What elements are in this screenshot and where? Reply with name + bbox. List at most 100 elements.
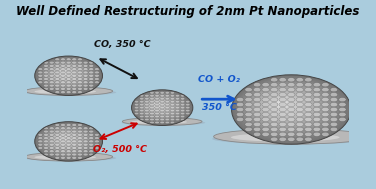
Circle shape: [321, 102, 329, 107]
Circle shape: [89, 146, 94, 149]
Circle shape: [270, 92, 278, 97]
Circle shape: [321, 97, 329, 102]
Circle shape: [77, 61, 82, 64]
Circle shape: [147, 99, 171, 113]
Circle shape: [83, 146, 88, 149]
Circle shape: [49, 150, 54, 153]
Circle shape: [83, 153, 88, 156]
Circle shape: [313, 92, 321, 97]
Circle shape: [44, 150, 49, 153]
Circle shape: [288, 77, 295, 82]
Circle shape: [55, 127, 60, 130]
Circle shape: [44, 71, 49, 74]
Circle shape: [66, 130, 71, 133]
Circle shape: [55, 74, 60, 77]
Circle shape: [143, 97, 176, 116]
Circle shape: [49, 88, 54, 90]
Circle shape: [66, 150, 71, 153]
Circle shape: [94, 68, 99, 71]
Circle shape: [279, 112, 287, 117]
Circle shape: [270, 97, 278, 102]
Circle shape: [262, 83, 270, 87]
Circle shape: [55, 81, 60, 84]
Circle shape: [66, 77, 71, 81]
Circle shape: [330, 102, 338, 107]
Circle shape: [151, 101, 165, 109]
Circle shape: [305, 132, 312, 136]
Circle shape: [175, 97, 180, 100]
Circle shape: [270, 107, 278, 112]
Circle shape: [49, 140, 54, 143]
Circle shape: [175, 115, 180, 118]
Circle shape: [288, 97, 295, 102]
Circle shape: [245, 88, 252, 92]
Circle shape: [77, 156, 82, 159]
Circle shape: [279, 102, 287, 107]
Ellipse shape: [121, 120, 205, 125]
Circle shape: [49, 64, 82, 84]
Circle shape: [72, 140, 77, 143]
Circle shape: [89, 153, 94, 156]
Circle shape: [48, 64, 84, 85]
Ellipse shape: [212, 133, 375, 144]
Circle shape: [56, 68, 72, 78]
Circle shape: [44, 61, 89, 88]
Circle shape: [55, 143, 60, 146]
Circle shape: [72, 77, 77, 81]
Circle shape: [134, 109, 139, 112]
Circle shape: [66, 156, 71, 159]
Circle shape: [94, 143, 99, 146]
Circle shape: [145, 98, 174, 114]
Circle shape: [180, 100, 185, 103]
Circle shape: [66, 84, 71, 87]
Circle shape: [277, 101, 285, 106]
Circle shape: [262, 127, 270, 132]
Circle shape: [44, 68, 49, 71]
Circle shape: [165, 121, 170, 124]
Circle shape: [55, 91, 60, 94]
Circle shape: [245, 82, 332, 133]
Circle shape: [330, 127, 338, 132]
Circle shape: [150, 100, 154, 103]
Circle shape: [72, 143, 77, 146]
Circle shape: [262, 92, 270, 97]
Circle shape: [270, 77, 278, 82]
Circle shape: [66, 127, 71, 130]
Circle shape: [72, 68, 77, 71]
Circle shape: [89, 143, 94, 146]
Circle shape: [132, 90, 192, 125]
Circle shape: [241, 81, 337, 136]
Circle shape: [253, 83, 261, 87]
Circle shape: [83, 137, 88, 139]
Circle shape: [39, 124, 96, 157]
Circle shape: [62, 137, 64, 139]
Circle shape: [313, 127, 321, 132]
Circle shape: [145, 112, 149, 115]
Circle shape: [313, 102, 321, 107]
Circle shape: [66, 74, 71, 77]
Circle shape: [279, 132, 287, 136]
Circle shape: [160, 115, 164, 118]
Circle shape: [175, 106, 180, 109]
Circle shape: [313, 122, 321, 127]
Circle shape: [170, 103, 175, 106]
Circle shape: [38, 146, 43, 149]
Circle shape: [279, 97, 287, 102]
Circle shape: [155, 118, 159, 121]
Circle shape: [305, 107, 312, 112]
Circle shape: [305, 102, 312, 107]
Circle shape: [180, 103, 185, 106]
Circle shape: [55, 156, 60, 159]
Circle shape: [237, 112, 244, 117]
Ellipse shape: [231, 133, 340, 142]
Circle shape: [313, 117, 321, 122]
Circle shape: [253, 112, 261, 117]
Circle shape: [139, 94, 182, 119]
Circle shape: [134, 100, 139, 103]
Circle shape: [245, 92, 252, 97]
Circle shape: [313, 112, 321, 117]
Circle shape: [89, 61, 94, 64]
Circle shape: [305, 112, 312, 117]
Circle shape: [232, 75, 351, 144]
Circle shape: [72, 127, 77, 130]
